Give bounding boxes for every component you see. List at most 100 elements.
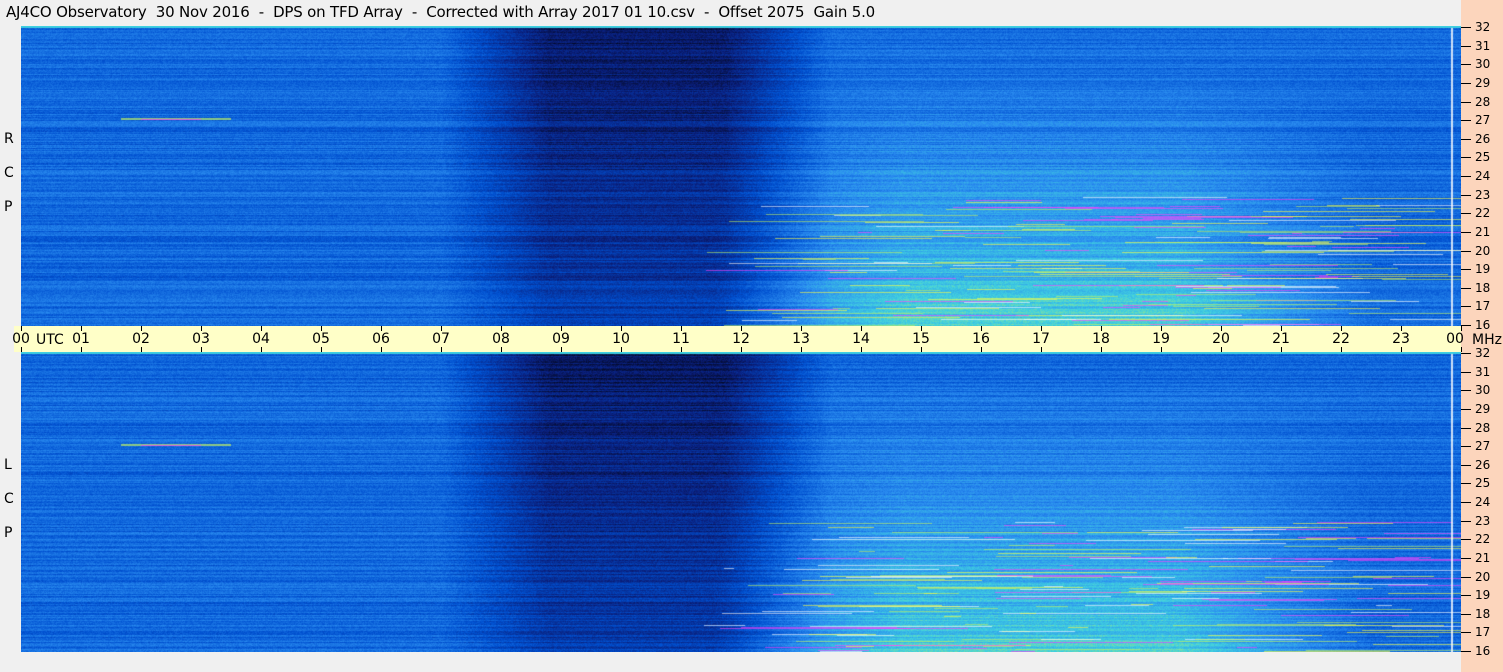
rcp-spectrogram [21,26,1461,326]
hour-tick [381,326,382,331]
lcp-spectrogram [21,352,1461,652]
hour-tick [861,326,862,331]
hour-tick [21,326,22,331]
hour-tick [1161,347,1162,352]
mhz-tick-label: 18 [1475,606,1491,621]
hour-tick [1221,347,1222,352]
mhz-tick [1461,250,1471,252]
hour-tick [1041,326,1042,331]
hour-tick [681,347,682,352]
mhz-tick [1461,464,1471,466]
hour-tick [1281,326,1282,331]
mhz-tick [1461,101,1471,103]
hour-tick-label: 13 [792,331,810,347]
hour-tick [681,326,682,331]
mhz-tick [1461,45,1471,47]
hour-tick-label: 22 [1332,331,1350,347]
mhz-tick [1461,353,1471,354]
mhz-tick [1461,390,1471,392]
mhz-tick-label: 16 [1475,318,1491,332]
hour-tick-label: 17 [1032,331,1050,347]
hour-tick [621,347,622,352]
hour-tick [1221,326,1222,331]
mhz-tick-label: 22 [1475,206,1491,221]
hour-tick [1161,326,1162,331]
mhz-tick [1461,613,1471,615]
hour-tick-label: 10 [612,331,630,347]
mhz-tick [1461,502,1471,503]
utc-axis-unit: UTC [36,332,64,348]
hour-tick [21,347,22,352]
hour-tick-label: 03 [192,331,210,347]
mhz-tick-label: 29 [1475,401,1491,416]
rcp-heatmap-canvas [21,26,1461,326]
mhz-tick-label: 20 [1475,243,1491,258]
hour-tick [861,347,862,352]
mhz-tick [1461,483,1471,485]
mhz-tick [1461,446,1471,448]
hour-tick [1401,347,1402,352]
hour-tick [1281,347,1282,352]
hour-tick [801,326,802,331]
mhz-tick [1461,520,1471,522]
mhz-tick-label: 27 [1475,113,1491,128]
mhz-tick [1461,651,1471,652]
hour-tick-label: 21 [1272,331,1290,347]
hour-tick [1401,326,1402,331]
window-title: AJ4CO Observatory 30 Nov 2016 - DPS on T… [6,3,875,21]
hour-tick [81,347,82,352]
mhz-tick [1461,595,1471,597]
mhz-tick [1461,539,1471,541]
hour-tick-label: 09 [552,331,570,347]
mhz-tick-label: 18 [1475,280,1491,295]
hour-tick-label: 16 [972,331,990,347]
mhz-tick [1461,213,1471,215]
hour-tick [81,326,82,331]
mhz-tick [1461,64,1471,66]
hour-tick [801,347,802,352]
hour-tick-label: 14 [852,331,870,347]
mhz-tick-label: 31 [1475,364,1491,379]
mhz-tick-label: 30 [1475,383,1491,398]
mhz-tick-label: 29 [1475,75,1491,90]
hour-tick [981,347,982,352]
mhz-tick [1461,176,1471,177]
mhz-tick [1461,371,1471,373]
mhz-tick-label: 21 [1475,550,1491,565]
mhz-tick [1461,306,1471,308]
mhz-tick-label: 23 [1475,187,1491,202]
mhz-tick [1461,138,1471,140]
mhz-tick [1461,576,1471,578]
hour-tick [441,326,442,331]
hour-tick [501,326,502,331]
mhz-tick [1461,632,1471,634]
hour-tick-label: 18 [1092,331,1110,347]
mhz-tick [1461,427,1471,429]
hour-tick-label: 11 [672,331,690,347]
hour-tick [921,347,922,352]
hour-tick [201,326,202,331]
mhz-tick-label: 17 [1475,299,1491,314]
mhz-tick [1461,231,1471,233]
hour-tick [141,326,142,331]
hour-tick [1461,347,1462,352]
polarization-label: L [4,457,12,473]
hour-tick-label: 04 [252,331,270,347]
hour-tick-label: 01 [72,331,90,347]
hour-tick [201,347,202,352]
mhz-tick-label: 24 [1475,169,1491,183]
hour-tick-label: 23 [1392,331,1410,347]
mhz-tick [1461,557,1471,559]
mhz-tick [1461,269,1471,271]
hour-tick [381,347,382,352]
mhz-tick-label: 30 [1475,57,1491,72]
mhz-tick-label: 25 [1475,476,1491,491]
hour-tick-label: 08 [492,331,510,347]
mhz-tick-label: 26 [1475,131,1491,146]
mhz-tick-label: 28 [1475,420,1491,435]
mhz-tick [1461,408,1471,410]
hour-tick-label: 05 [312,331,330,347]
hour-tick [621,326,622,331]
mhz-tick [1461,287,1471,289]
hour-tick-label: 02 [132,331,150,347]
